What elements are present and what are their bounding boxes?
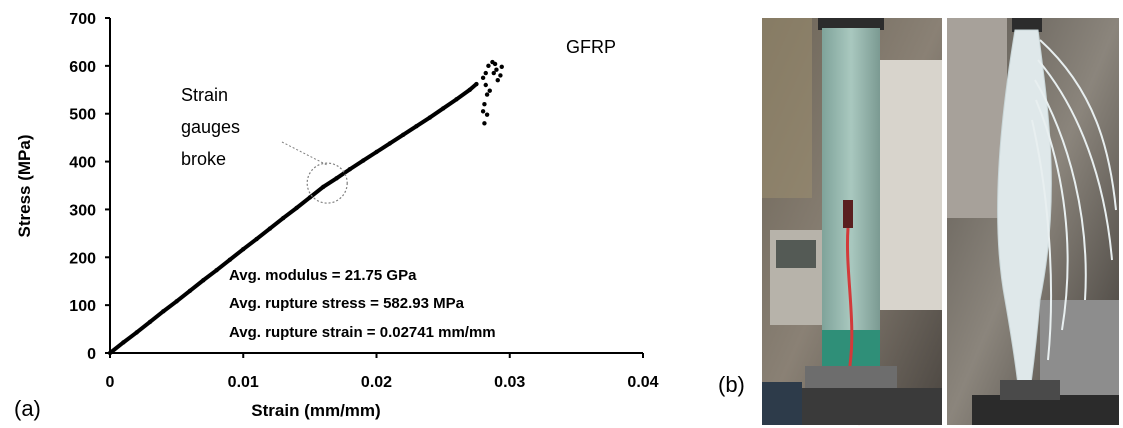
data-point xyxy=(483,82,488,88)
gauge-break-circle xyxy=(306,162,348,204)
y-tick-label: 600 xyxy=(69,59,96,76)
y-tick-label: 300 xyxy=(69,202,96,219)
data-point xyxy=(499,64,504,70)
data-point xyxy=(480,109,486,114)
data-points xyxy=(107,59,504,356)
x-tick-label: 0.01 xyxy=(228,374,259,391)
annotation-gauges: gauges xyxy=(181,117,240,137)
annotation-leader-line xyxy=(281,141,328,166)
photo-right xyxy=(947,18,1119,425)
data-series-line xyxy=(108,82,478,355)
data-point xyxy=(482,101,487,107)
x-tick-label: 0.04 xyxy=(627,374,658,391)
photo-left xyxy=(762,18,942,426)
data-point xyxy=(482,121,487,126)
data-point xyxy=(483,70,488,76)
data-point xyxy=(491,70,496,76)
data-point xyxy=(498,73,503,78)
y-axis-title: Stress (MPa) xyxy=(15,135,34,238)
data-point xyxy=(487,88,492,93)
x-axis-title: Strain (mm/mm) xyxy=(251,401,380,420)
stat-modulus: Avg. modulus = 21.75 GPa xyxy=(229,267,417,284)
data-point xyxy=(484,92,490,97)
data-point xyxy=(486,63,491,69)
data-point xyxy=(495,78,500,83)
annotation-strain: Strain xyxy=(181,85,228,105)
series-label-gfrp: GFRP xyxy=(566,37,616,57)
x-tick-label: 0.03 xyxy=(494,374,525,391)
stress-strain-chart: 0 100 200 300 400 500 600 700 0 0.01 0.02 0.03 0.04… xyxy=(15,11,659,420)
y-tick-label: 400 xyxy=(69,155,96,172)
x-tick-label: 0.02 xyxy=(361,374,392,391)
x-tick-group: 0 0.01 0.02 0.03 0.04 xyxy=(106,353,659,391)
stat-rupture-stress: Avg. rupture stress = 582.93 MPa xyxy=(229,295,465,312)
stat-rupture-strain: Avg. rupture strain = 0.02741 mm/mm xyxy=(229,324,496,341)
x-tick-label: 0 xyxy=(106,374,115,391)
y-tick-label: 700 xyxy=(69,11,96,28)
y-tick-label: 0 xyxy=(87,346,96,363)
annotation-broke: broke xyxy=(181,149,226,169)
y-tick-group: 0 100 200 300 400 500 600 700 xyxy=(69,11,110,363)
panel-label-b: (b) xyxy=(718,372,745,397)
data-point xyxy=(494,67,499,72)
y-tick-label: 100 xyxy=(69,298,96,315)
data-point xyxy=(492,61,498,67)
data-point xyxy=(484,112,490,117)
y-tick-label: 200 xyxy=(69,250,96,267)
y-tick-label: 500 xyxy=(69,107,96,124)
data-point xyxy=(480,75,486,81)
panel-label-a: (a) xyxy=(14,396,41,421)
